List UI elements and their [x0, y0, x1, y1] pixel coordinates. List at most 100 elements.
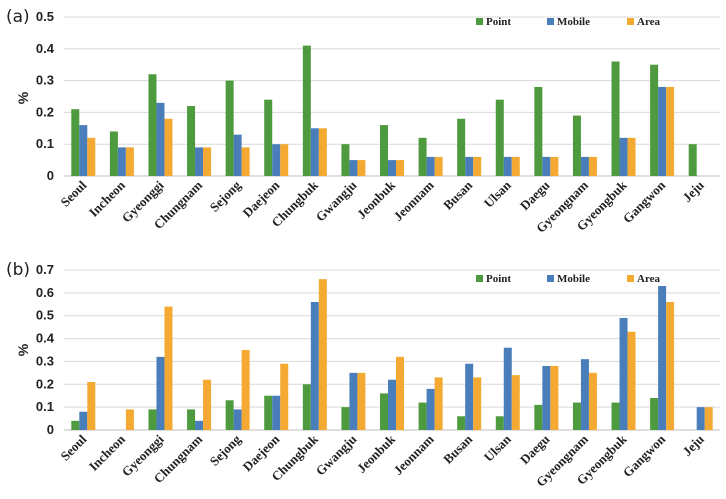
legend-label-mobile: Mobile: [557, 16, 590, 28]
bar-point-daegu: [534, 86, 543, 176]
bar-point-jeonnam: [418, 402, 427, 430]
bar-area-gyeonggi: [164, 118, 173, 176]
y-tick-label: 0.5: [36, 9, 54, 24]
bar-area-gangwon: [666, 302, 675, 430]
bar-point-gyeongbuk: [611, 402, 620, 430]
bar-mobile-daejeon: [272, 144, 281, 176]
y-tick-label: 0.2: [36, 376, 54, 391]
x-tick-label: Jeju: [679, 432, 706, 459]
bar-mobile-jeju: [696, 407, 705, 430]
bar-mobile-daegu: [542, 366, 551, 430]
bar-mobile-daejeon: [272, 395, 281, 430]
bar-mobile-gangwon: [658, 286, 667, 430]
x-tick-label: Gangwon: [620, 431, 669, 480]
bar-mobile-seoul: [79, 125, 88, 176]
bar-point-chungbuk: [302, 384, 311, 430]
bar-mobile-chungnam: [195, 420, 204, 430]
bar-mobile-incheon: [117, 147, 126, 176]
bar-area-jeonbuk: [396, 356, 404, 430]
legend-swatch-point: [476, 275, 483, 282]
legend-swatch-point: [476, 18, 483, 25]
x-tick-label: Daegu: [517, 432, 553, 468]
bar-area-busan: [473, 377, 482, 430]
bar-area-jeju: [704, 407, 713, 430]
bar-area-gyeonggi: [164, 306, 173, 430]
bar-point-chungbuk: [302, 45, 311, 177]
x-tick-label: Ulsan: [481, 177, 515, 211]
y-axis-label: %: [15, 91, 31, 104]
y-tick-label: 0: [47, 168, 54, 183]
bar-mobile-busan: [465, 363, 474, 430]
x-tick-label: Daegu: [517, 178, 553, 214]
bar-mobile-gwangju: [349, 160, 358, 176]
bar-point-jeonnam: [418, 137, 427, 176]
bar-point-gwangju: [341, 144, 350, 176]
bar-area-gwangju: [357, 372, 366, 430]
bar-point-gangwon: [650, 64, 659, 176]
bar-area-sejong: [241, 147, 250, 176]
bar-area-busan: [473, 156, 482, 176]
bar-area-ulsan: [511, 156, 520, 176]
bar-area-daejeon: [280, 363, 289, 430]
y-tick-label: 0.3: [36, 353, 54, 368]
x-tick-label: Jeonnam: [390, 431, 436, 477]
bar-area-gyeongbuk: [627, 331, 636, 430]
bar-mobile-sejong: [233, 134, 242, 176]
y-tick-label: 0.1: [36, 399, 54, 414]
bar-area-chungbuk: [318, 279, 327, 430]
bar-area-jeonbuk: [396, 160, 404, 176]
bar-mobile-gwangju: [349, 372, 358, 430]
y-tick-label: 0.2: [36, 104, 54, 119]
bar-mobile-gyeongbuk: [619, 137, 628, 176]
legend-swatch-area: [627, 275, 634, 282]
bar-area-incheon: [125, 147, 134, 176]
bar-point-sejong: [225, 400, 234, 430]
bar-area-seoul: [87, 382, 96, 430]
bar-mobile-gyeongnam: [580, 359, 589, 430]
bar-mobile-jeonnam: [426, 388, 435, 430]
bar-mobile-gangwon: [658, 86, 667, 176]
bar-area-daegu: [550, 366, 559, 430]
legend-label-point: Point: [486, 273, 511, 285]
bar-point-chungnam: [187, 409, 196, 430]
bar-area-chungbuk: [318, 128, 327, 176]
bar-point-daegu: [534, 404, 543, 430]
bar-mobile-gyeonggi: [156, 356, 165, 430]
x-tick-label: Sejong: [207, 431, 245, 469]
bar-area-chungnam: [203, 379, 212, 430]
bar-mobile-jeonbuk: [388, 379, 396, 430]
x-tick-label: Gwangju: [313, 432, 360, 479]
y-tick-label: 0.4: [36, 41, 55, 56]
bar-point-gyeonggi: [148, 74, 157, 176]
y-tick-label: 0.5: [36, 308, 54, 323]
bar-mobile-chungbuk: [310, 302, 319, 430]
bar-area-jeonnam: [434, 377, 443, 430]
bar-mobile-chungbuk: [310, 128, 319, 176]
y-tick-label: 0: [47, 422, 54, 437]
bar-area-seoul: [87, 137, 96, 176]
bar-point-ulsan: [495, 416, 504, 430]
bar-point-busan: [457, 118, 466, 176]
x-tick-label: Gangwon: [620, 177, 669, 226]
legend-label-area: Area: [637, 16, 661, 28]
bar-point-jeonbuk: [380, 125, 388, 176]
panel-label: (a): [6, 7, 30, 27]
bar-point-daejeon: [264, 99, 273, 176]
bar-mobile-daegu: [542, 156, 551, 176]
x-tick-label: Sejong: [207, 177, 245, 215]
legend-swatch-area: [627, 18, 634, 25]
bar-area-gangwon: [666, 86, 675, 176]
bar-area-gwangju: [357, 160, 366, 176]
bar-area-sejong: [241, 350, 250, 430]
bar-point-incheon: [109, 131, 118, 176]
chart-panel-b: (b)00.10.20.30.40.50.60.7%SeoulIncheonGy…: [6, 260, 720, 490]
x-tick-label: Jeonnam: [390, 177, 436, 223]
y-tick-label: 0.4: [36, 331, 55, 346]
bar-point-busan: [457, 416, 466, 430]
x-tick-label: Busan: [440, 177, 476, 213]
bar-mobile-chungnam: [195, 147, 204, 176]
bar-point-jeonbuk: [380, 393, 388, 430]
chart-panel-a: (a)00.10.20.30.40.5%SeoulIncheonGyeonggi…: [6, 7, 720, 236]
bar-mobile-jeonnam: [426, 156, 435, 176]
bar-point-sejong: [225, 80, 234, 176]
